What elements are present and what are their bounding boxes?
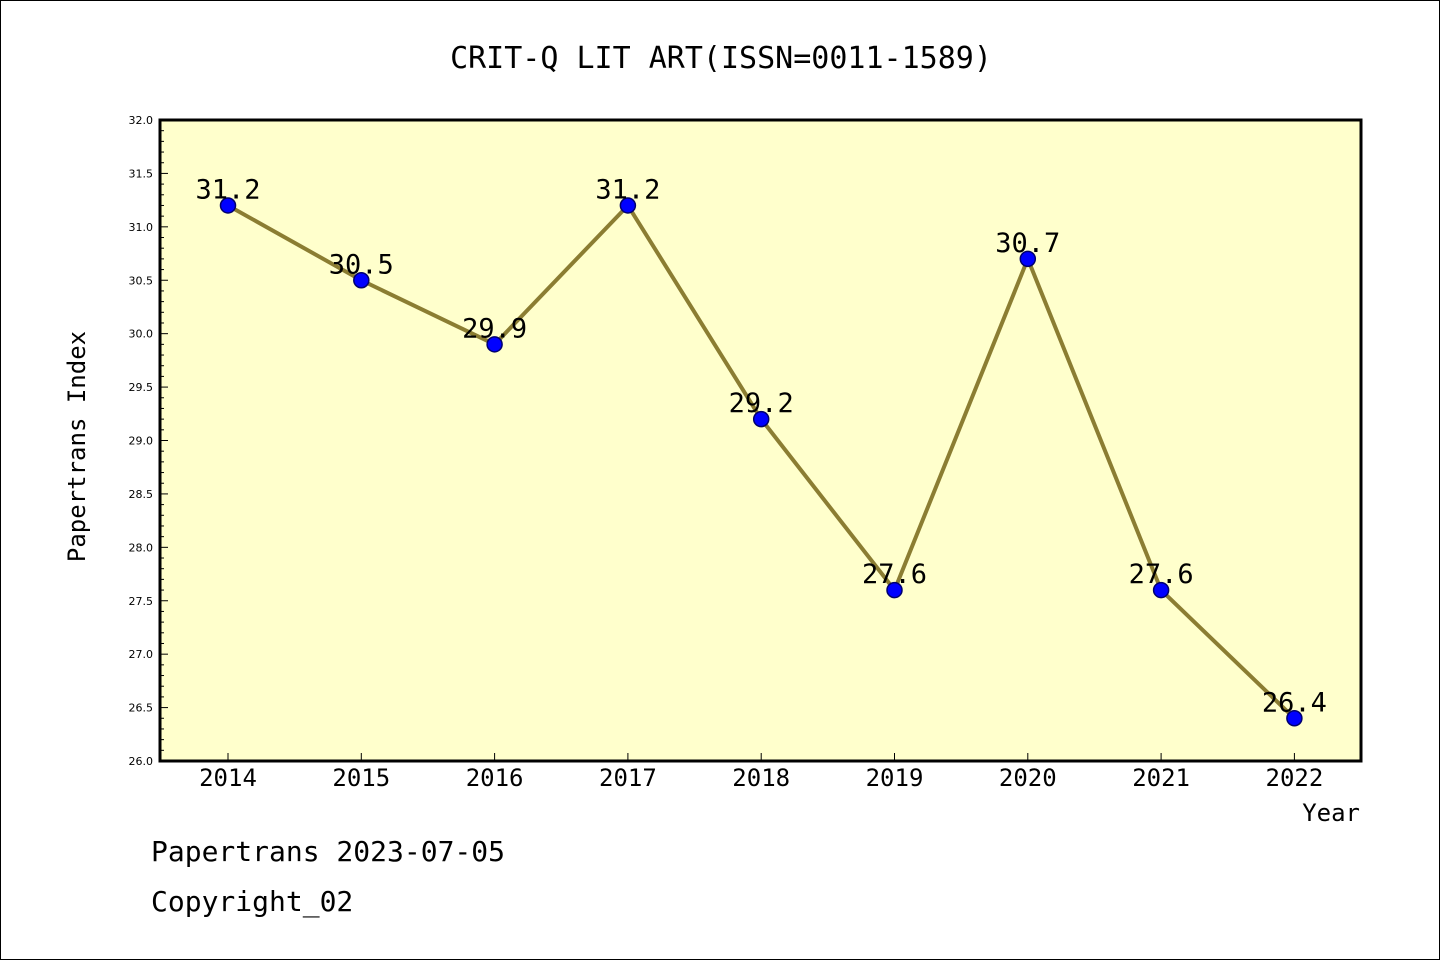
y-tick-label: 26.0 — [129, 755, 154, 768]
data-label: 30.7 — [995, 228, 1060, 259]
x-tick-label: 2015 — [332, 764, 390, 792]
data-points — [219, 197, 1303, 727]
data-point — [353, 272, 370, 289]
x-tick-label: 2022 — [1266, 764, 1324, 792]
footer-date: Papertrans 2023-07-05 — [151, 835, 506, 868]
plot-frame — [158, 118, 1363, 763]
y-tick-label: 27.0 — [129, 648, 154, 661]
y-tick-label: 28.0 — [129, 541, 154, 554]
data-label: 29.9 — [462, 313, 527, 344]
x-tick-label: 2014 — [199, 764, 257, 792]
y-tick-label: 31.0 — [129, 221, 154, 234]
data-point — [886, 581, 903, 599]
x-axis-ticks: 2014 2015 2016 2017 2018 2019 2020 2021 2022 — [199, 753, 1323, 792]
x-tick-label: 2017 — [599, 764, 657, 792]
y-tick-label: 29.0 — [129, 435, 154, 448]
x-tick-label: 2018 — [732, 764, 790, 792]
y-axis-ticks: 26.0 26.5 27.0 27.5 28.0 28.5 29.0 29.5 30.0 30.5… — [129, 114, 168, 768]
data-labels: 31.2 30.5 29.9 31.2 29.2 27.6 30.7 27.6 26.4 — [195, 174, 1326, 718]
x-tick-label: 2021 — [1132, 764, 1190, 792]
footer-copyright: Copyright_02 — [151, 885, 354, 918]
data-point — [1286, 710, 1303, 727]
y-tick-label: 30.5 — [129, 274, 154, 287]
y-tick-label: 31.5 — [129, 167, 154, 180]
plot-area — [160, 120, 1361, 761]
data-point — [1152, 581, 1170, 599]
x-axis-label: Year — [1302, 799, 1360, 827]
x-tick-label: 2016 — [466, 764, 524, 792]
y-axis-label: Papertrans Index — [63, 331, 91, 562]
data-label: 31.2 — [195, 174, 260, 205]
data-point — [1019, 250, 1037, 268]
y-tick-label: 30.0 — [129, 328, 154, 341]
y-tick-label: 29.5 — [129, 381, 154, 394]
x-tick-label: 2020 — [999, 764, 1057, 792]
chart-title: CRIT-Q LIT ART(ISSN=0011-1589) — [450, 41, 992, 76]
data-label: 31.2 — [595, 174, 660, 205]
y-tick-label: 28.5 — [129, 488, 154, 501]
y-tick-label: 27.5 — [129, 595, 154, 608]
data-point — [219, 197, 237, 214]
data-label: 27.6 — [1129, 559, 1194, 590]
data-label: 30.5 — [329, 249, 394, 280]
data-label: 29.2 — [729, 388, 794, 419]
data-point — [486, 336, 503, 353]
data-label: 26.4 — [1262, 687, 1327, 718]
data-point — [752, 410, 770, 428]
data-point — [619, 197, 637, 214]
data-label: 27.6 — [862, 559, 927, 590]
x-tick-label: 2019 — [866, 764, 924, 792]
y-tick-label: 32.0 — [129, 114, 154, 127]
y-tick-label: 26.5 — [129, 702, 154, 715]
